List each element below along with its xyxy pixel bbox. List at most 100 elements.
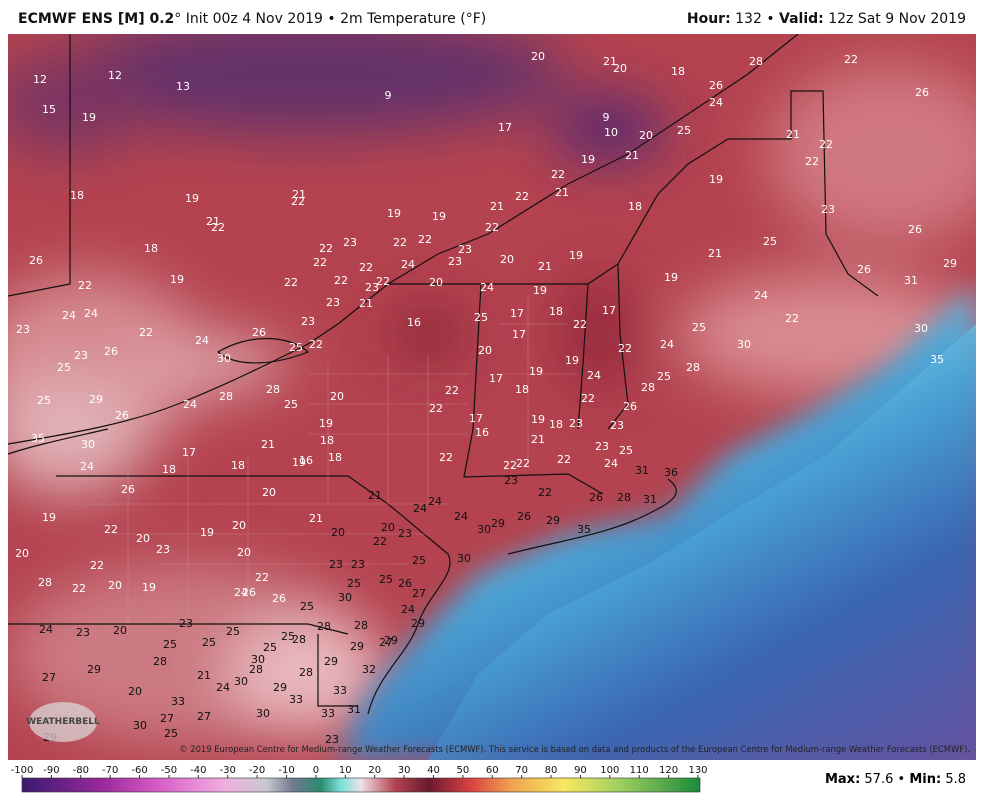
temperature-label: 22 [211,221,225,234]
temperature-label: 18 [515,383,529,396]
temperature-label: 19 [581,153,595,166]
temperature-label: 26 [589,491,603,504]
temperature-label: 22 [418,233,432,246]
temperature-label: 17 [498,121,512,134]
temperature-label: 25 [163,638,177,651]
temperature-label: 30 [256,707,270,720]
temperature-label: 17 [510,307,524,320]
temperature-label: 21 [490,200,504,213]
temperature-label: 20 [330,390,344,403]
temperature-label: 17 [489,372,503,385]
temperature-label: 23 [156,543,170,556]
temperature-label: 28 [38,576,52,589]
temperature-label: 28 [641,381,655,394]
colorbar-tick-label: 110 [630,765,649,776]
colorbar: -100 -90 -80 -70 -60 -50 -40 -30 -20 -10 0 10 20 30 40… [11,765,708,793]
temperature-label: 25 [347,577,361,590]
logo: WEATHERBELL [26,702,100,742]
temperature-label: 21 [538,260,552,273]
temperature-label: 23 [74,349,88,362]
temperature-label: 26 [857,263,871,276]
temperature-label: 26 [29,254,43,267]
temperature-label: 22 [429,402,443,415]
temperature-label: 20 [500,253,514,266]
temperature-label: 18 [628,200,642,213]
min-label: Min: [909,772,942,787]
temperature-label: 25 [474,311,488,324]
temperature-label: 21 [603,55,617,68]
temperature-label: 28 [299,666,313,679]
temperature-label: 18 [231,459,245,472]
temperature-label: 27 [197,710,211,723]
temperature-label: 18 [671,65,685,78]
temperature-label: 25 [763,235,777,248]
boundaries [8,34,879,715]
temperature-label: 22 [844,53,858,66]
separator: • [897,772,906,787]
temperature-label: 16 [407,316,421,329]
temperature-label: 20 [639,129,653,142]
temperature-label: 28 [219,390,233,403]
colorbar-tick-label: -20 [249,765,265,776]
temperature-label: 24 [401,603,415,616]
temperature-label: 23 [301,315,315,328]
temperature-label: 19 [565,354,579,367]
temperature-label: 26 [272,592,286,605]
temperature-label: 16 [299,454,313,467]
temperature-label: 28 [153,655,167,668]
temperature-label: 21 [708,247,722,260]
temperature-label: 18 [549,418,563,431]
temperature-label: 22 [78,279,92,292]
temperature-label: 28 [354,619,368,632]
temperature-label: 19 [387,207,401,220]
temperature-label: 33 [321,707,335,720]
temperature-label: 24 [604,457,618,470]
temperature-label: 20 [262,486,276,499]
colorbar-tick-label: -90 [43,765,59,776]
temperature-label: 18 [144,242,158,255]
temperature-label: 25 [379,573,393,586]
temperature-label: 25 [677,124,691,137]
temperature-label: 15 [42,103,56,116]
temperature-label: 22 [319,242,333,255]
temperature-label: 17 [182,446,196,459]
temperature-label: 30 [234,675,248,688]
temperature-label: 20 [613,62,627,75]
temperature-label: 18 [328,451,342,464]
temperature-label: 22 [284,276,298,289]
model: ECMWF ENS [M] 0.2 [18,11,175,27]
temperature-label: 20 [108,579,122,592]
temperature-label: 21 [368,489,382,502]
temperature-label: 31 [347,703,361,716]
temperature-label: 26 [915,86,929,99]
temperature-label: 24 [428,495,442,508]
colorbar-tick-label: 60 [486,765,499,776]
init-info: ° Init 00z 4 Nov 2019 • 2m Temperature (… [174,11,487,27]
temperature-label: 24 [754,289,768,302]
colorbar-tick-label: 130 [688,765,707,776]
temperature-label: 19 [82,111,96,124]
temperature-label: 31 [904,274,918,287]
temperature-label: 26 [623,400,637,413]
valid-label: Valid: [779,11,824,27]
temperature-label: 21 [625,149,639,162]
temperature-label: 19 [319,417,333,430]
temperature-label: 20 [136,532,150,545]
temperature-label: 35 [930,353,944,366]
temperature-label: 21 [786,128,800,141]
temperature-label: 17 [602,304,616,317]
colorbar-ticks: -100 -90 -80 -70 -60 -50 -40 -30 -20 -10 0 10 20 30 40… [11,765,708,778]
colorbar-tick-label: 100 [600,765,619,776]
temperature-label: 20 [113,624,127,637]
temperature-label: 22 [785,312,799,325]
temperature-label: 30 [133,719,147,732]
temperature-label: 22 [139,326,153,339]
colorbar-tick-label: -80 [73,765,89,776]
max-min: Max: 57.6 • Min: 5.8 [825,772,966,787]
temperature-label: 28 [617,491,631,504]
temperature-label: 30 [477,523,491,536]
temperature-label: 21 [359,297,373,310]
temperature-label: 30 [338,591,352,604]
temperature-label: 30 [217,352,231,365]
temperature-label: 19 [142,581,156,594]
